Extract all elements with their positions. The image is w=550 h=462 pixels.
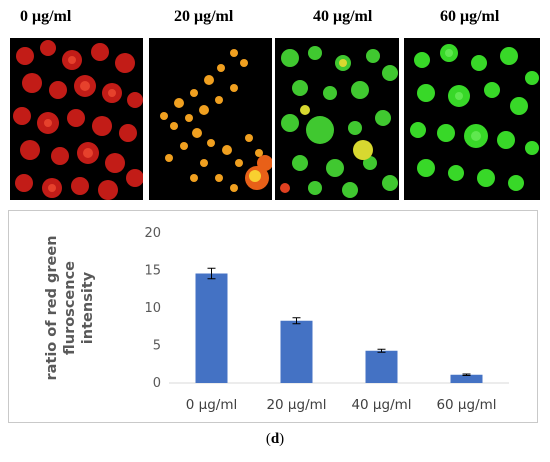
micrograph-60 <box>404 38 540 200</box>
x-tick-label: 40 μg/ml <box>351 397 411 413</box>
caption-close: ) <box>279 431 285 447</box>
bar <box>280 320 313 383</box>
y-tick-label: 10 <box>144 301 161 316</box>
bar-chart: 0 5 10 15 20 0 μg/ml 20 μg/ml 40 μg/ml 60 μg/ml r… <box>44 226 509 413</box>
micrograph-20 <box>149 38 272 200</box>
y-axis-label: ratio of red green fluroscence intensity <box>44 235 96 380</box>
bar <box>450 374 483 383</box>
bar <box>195 273 228 383</box>
y-tick-label: 20 <box>144 226 161 241</box>
micrograph-0 <box>10 38 143 200</box>
x-tick-label: 0 μg/ml <box>186 397 238 413</box>
panel-label-40: 40 μg/ml <box>313 8 373 25</box>
micrograph-40 <box>275 38 399 200</box>
panel-label-0: 0 μg/ml <box>20 8 72 25</box>
micrograph-40-image <box>275 38 399 200</box>
caption-letter: d <box>270 431 280 447</box>
y-axis-label-line: ratio of red green <box>44 235 60 380</box>
x-tick-label: 20 μg/ml <box>266 397 326 413</box>
micrograph-0-image <box>10 38 143 200</box>
micrograph-60-image <box>404 38 540 200</box>
panel-label-20: 20 μg/ml <box>174 8 234 25</box>
panel-label-60: 60 μg/ml <box>440 8 500 25</box>
figure-caption: (d) <box>0 431 550 448</box>
y-tick-label: 5 <box>153 339 161 354</box>
y-tick-label: 15 <box>144 264 161 279</box>
micrograph-20-image <box>149 38 272 200</box>
caption-open: ( <box>265 431 271 447</box>
y-tick-label: 0 <box>153 376 161 391</box>
y-axis-label-line: fluroscence <box>62 261 78 355</box>
y-axis-label-line: intensity <box>80 271 96 344</box>
x-tick-label: 60 μg/ml <box>436 397 496 413</box>
bar <box>365 350 398 383</box>
chart-frame: 0 5 10 15 20 0 μg/ml 20 μg/ml 40 μg/ml 60 μg/ml r… <box>8 210 538 423</box>
